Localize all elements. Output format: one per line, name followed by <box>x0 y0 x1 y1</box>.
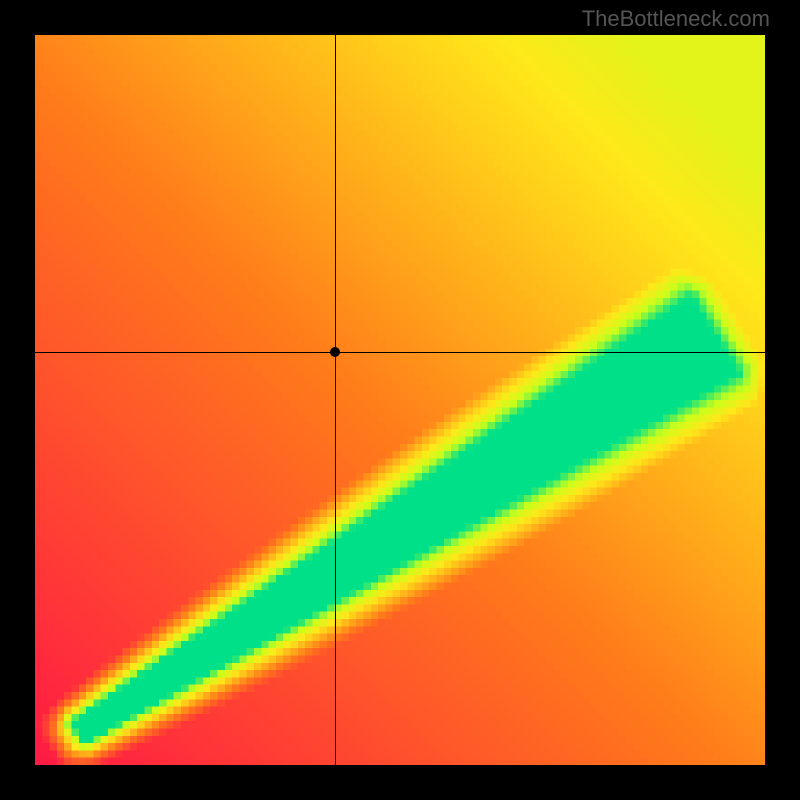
watermark-text: TheBottleneck.com <box>582 6 770 32</box>
crosshair-marker <box>330 347 340 357</box>
crosshair-horizontal <box>35 352 765 353</box>
heatmap-canvas <box>35 35 765 765</box>
crosshair-vertical <box>335 35 336 765</box>
heatmap-plot <box>35 35 765 765</box>
